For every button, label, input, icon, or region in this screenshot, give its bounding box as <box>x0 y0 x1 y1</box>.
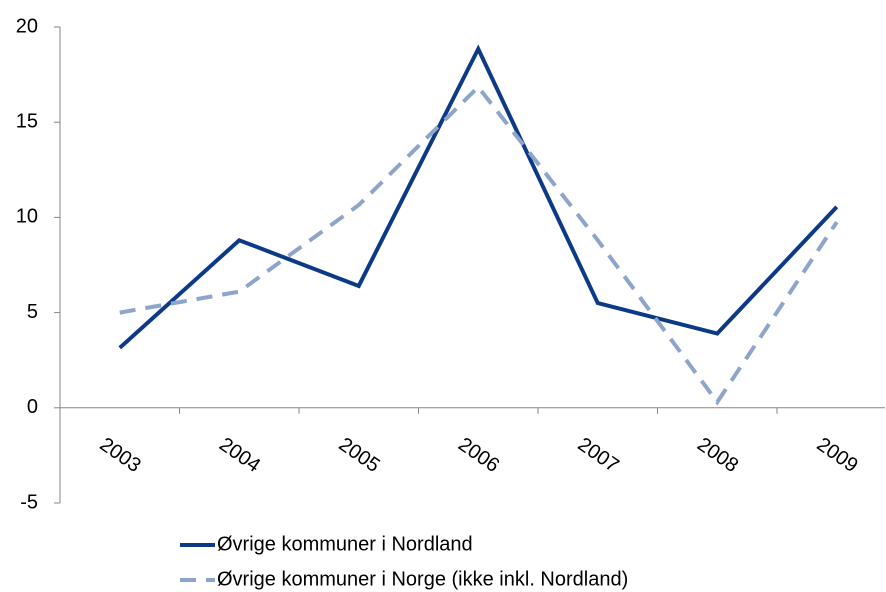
y-tick-label: -5 <box>20 491 38 513</box>
x-tick-label: 2009 <box>813 433 862 477</box>
x-tick-label: 2008 <box>693 433 742 477</box>
x-tick-label: 2007 <box>574 433 623 477</box>
x-tick-label: 2004 <box>215 433 264 477</box>
series-line <box>118 44 839 350</box>
x-tick-label: 2006 <box>454 433 503 477</box>
x-tick-label: 2005 <box>335 433 384 477</box>
y-tick-label: 20 <box>16 15 38 37</box>
legend-label: Øvrige kommuner i Norge (ikke inkl. Nord… <box>217 568 628 590</box>
y-tick-label: 0 <box>27 396 38 418</box>
x-tick-label: 2003 <box>96 433 145 477</box>
y-tick-label: 10 <box>16 206 38 228</box>
series-line <box>119 83 839 406</box>
y-tick-label: 15 <box>16 110 38 132</box>
y-tick-label: 5 <box>27 301 38 323</box>
legend-label: Øvrige kommuner i Nordland <box>217 533 473 555</box>
